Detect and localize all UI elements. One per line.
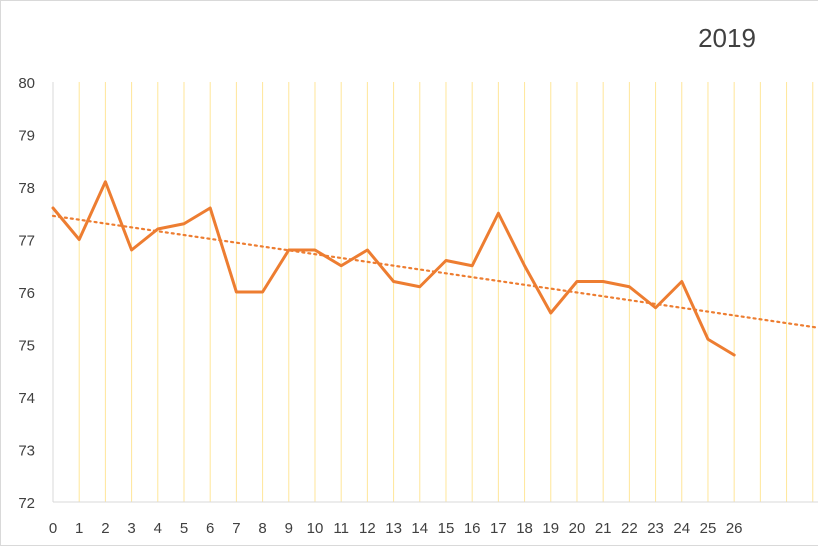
x-tick-label-26: 26 [726, 520, 743, 537]
y-tick-label-77: 77 [18, 233, 35, 250]
x-tick-label-2: 2 [101, 520, 109, 537]
x-tick-label-13: 13 [385, 520, 402, 537]
y-tick-label-75: 75 [18, 338, 35, 355]
vertical-gridlines [78, 82, 814, 502]
y-tick-label-79: 79 [18, 128, 35, 145]
y-tick-label-72: 72 [18, 495, 35, 512]
x-tick-label-24: 24 [673, 520, 690, 537]
series-layer [51, 180, 736, 357]
x-tick-label-10: 10 [307, 520, 324, 537]
x-tick-label-19: 19 [542, 520, 559, 537]
x-tick-label-3: 3 [127, 520, 135, 537]
x-tick-label-18: 18 [516, 520, 533, 537]
y-tick-label-74: 74 [18, 390, 35, 407]
axes [52, 82, 818, 503]
x-tick-label-25: 25 [700, 520, 717, 537]
x-tick-label-12: 12 [359, 520, 376, 537]
x-tick-label-14: 14 [411, 520, 428, 537]
x-tick-label-0: 0 [49, 520, 57, 537]
x-tick-label-22: 22 [621, 520, 638, 537]
x-tick-label-17: 17 [490, 520, 507, 537]
y-tick-label-76: 76 [18, 285, 35, 302]
x-tick-label-4: 4 [154, 520, 162, 537]
x-tick-label-20: 20 [569, 520, 586, 537]
x-tick-label-15: 15 [438, 520, 455, 537]
x-tick-label-5: 5 [180, 520, 188, 537]
x-tick-label-7: 7 [232, 520, 240, 537]
x-tick-label-11: 11 [333, 520, 349, 537]
x-tick-label-23: 23 [647, 520, 664, 537]
x-tick-label-16: 16 [464, 520, 481, 537]
y-axis-tick-labels: 72 73 74 75 76 77 78 79 80 [18, 75, 35, 512]
x-tick-label-8: 8 [258, 520, 266, 537]
chart-title: 2019 [698, 23, 756, 53]
x-axis-tick-labels: 0 1 2 3 4 5 6 7 8 9 10 11 12 13 14 15 16 17 18 19 20 21 22 23 24… [49, 520, 743, 537]
y-tick-label-80: 80 [18, 75, 35, 92]
y-tick-label-78: 78 [18, 180, 35, 197]
x-tick-label-1: 1 [75, 520, 83, 537]
x-tick-label-9: 9 [285, 520, 293, 537]
y-tick-label-73: 73 [18, 443, 35, 460]
x-tick-label-21: 21 [595, 520, 612, 537]
series-line-0 [51, 180, 736, 357]
x-tick-label-6: 6 [206, 520, 214, 537]
